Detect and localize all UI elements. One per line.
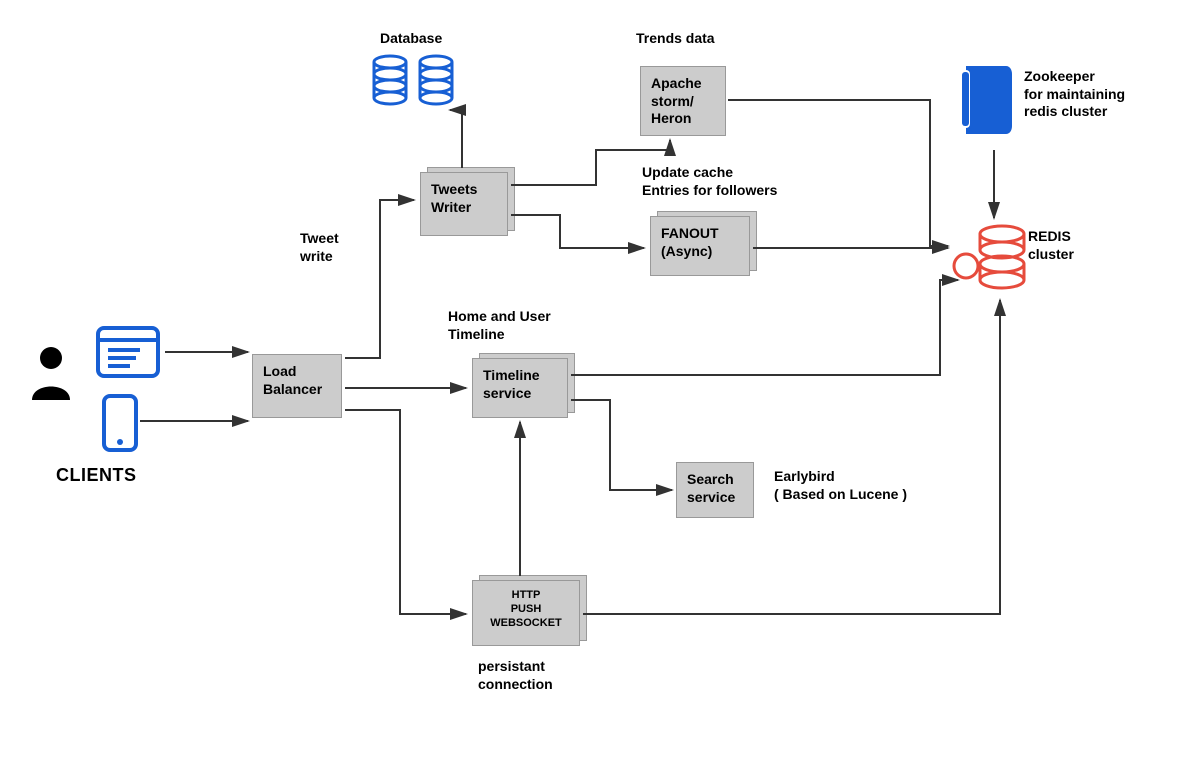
redis-icon <box>952 222 1028 297</box>
load-balancer-label: LoadBalancer <box>263 363 322 397</box>
clients-label: CLIENTS <box>56 464 137 487</box>
search-service-node: Searchservice <box>676 462 754 518</box>
fanout-label: FANOUT(Async) <box>661 225 719 259</box>
load-balancer-node: LoadBalancer <box>252 354 342 418</box>
trends-data-label: Trends data <box>636 30 715 48</box>
timeline-service-label: Timelineservice <box>483 367 540 401</box>
apache-heron-node: Apachestorm/Heron <box>640 66 726 136</box>
tweets-writer-label: TweetsWriter <box>431 181 477 215</box>
http-push-node: HTTPPUSHWEBSOCKET <box>472 580 580 646</box>
database-label: Database <box>380 30 442 48</box>
update-cache-label: Update cacheEntries for followers <box>642 164 777 199</box>
phone-icon <box>102 394 138 457</box>
zookeeper-label: Zookeeperfor maintainingredis cluster <box>1024 68 1125 121</box>
fanout-node: FANOUT(Async) <box>650 216 750 276</box>
earlybird-label: Earlybird( Based on Lucene ) <box>774 468 907 503</box>
apache-heron-label: Apachestorm/Heron <box>651 75 702 126</box>
zookeeper-icon <box>958 60 1016 143</box>
search-service-label: Searchservice <box>687 471 735 505</box>
browser-icon <box>96 326 160 383</box>
tweets-writer-node: TweetsWriter <box>420 172 508 236</box>
persistent-connection-label: persistantconnection <box>478 658 553 693</box>
arrows-layer <box>0 0 1200 761</box>
redis-cluster-label: REDIScluster <box>1028 228 1074 263</box>
database-icon <box>370 54 460 115</box>
home-timeline-label: Home and UserTimeline <box>448 308 551 343</box>
user-icon <box>28 344 74 405</box>
timeline-service-node: Timelineservice <box>472 358 568 418</box>
http-push-label: HTTPPUSHWEBSOCKET <box>490 589 562 629</box>
tweet-write-label: Tweetwrite <box>300 230 339 265</box>
